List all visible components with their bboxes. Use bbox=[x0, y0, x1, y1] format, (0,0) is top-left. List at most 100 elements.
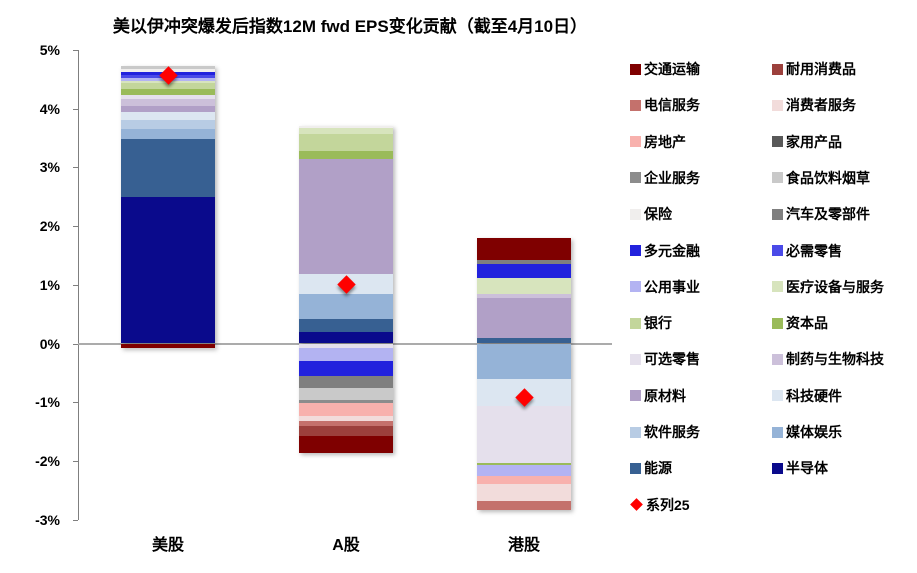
legend-label: 家用产品 bbox=[786, 133, 842, 150]
bar-segment-可选零售 bbox=[121, 95, 215, 99]
legend-label: 科技硬件 bbox=[786, 387, 842, 404]
bar-segment-企业服务 bbox=[299, 399, 393, 403]
bar-segment-交通运输 bbox=[477, 238, 571, 261]
legend-item-家用产品: 家用产品 bbox=[772, 132, 842, 152]
legend-label: 汽车及零部件 bbox=[786, 206, 870, 223]
legend-item-汽车及零部件: 汽车及零部件 bbox=[772, 204, 870, 224]
bar-segment-汽车及零部件 bbox=[477, 260, 571, 265]
bar-segment-原材料 bbox=[121, 105, 215, 112]
bar-segment-可选零售 bbox=[299, 343, 393, 349]
legend-swatch-icon bbox=[772, 462, 783, 474]
bar-segment-可选零售 bbox=[477, 405, 571, 463]
legend-label: 必需零售 bbox=[786, 242, 842, 259]
legend-swatch-icon bbox=[630, 208, 641, 220]
x-axis-label-美股: 美股 bbox=[151, 537, 184, 554]
legend-swatch-icon bbox=[630, 317, 641, 329]
y-axis-tick-label: 5% bbox=[39, 42, 60, 58]
legend-item-半导体: 半导体 bbox=[772, 458, 828, 478]
x-axis-label-A股: A股 bbox=[332, 537, 360, 554]
y-axis-tick bbox=[73, 343, 78, 345]
y-axis-tick bbox=[73, 108, 78, 110]
bar-segment-银行 bbox=[121, 83, 215, 90]
y-axis-line bbox=[78, 50, 79, 520]
y-axis-tick-label: 1% bbox=[39, 276, 60, 293]
bar-segment-电信服务 bbox=[477, 501, 571, 510]
legend-swatch-icon bbox=[772, 172, 783, 184]
plot-area: 5% 4% 3% 2% 1% 0% -1% -2% -3% 美股 A股 港股 bbox=[35, 0, 612, 573]
legend-swatch-icon bbox=[630, 63, 641, 75]
y-axis-tick bbox=[73, 402, 78, 404]
legend-label: 企业服务 bbox=[644, 169, 700, 186]
bar-segment-科技硬件 bbox=[121, 111, 215, 120]
bar-segment-消费者服务 bbox=[299, 415, 393, 421]
bar-segment-制药与生物科技 bbox=[477, 293, 571, 298]
legend-label: 系列25 bbox=[646, 496, 690, 513]
y-axis-tick bbox=[73, 226, 78, 228]
legend-label: 可选零售 bbox=[644, 351, 700, 368]
bar-segment-制药与生物科技 bbox=[121, 98, 215, 106]
bar-segment-资本品 bbox=[121, 89, 215, 96]
bar-segment-食品饮料烟草 bbox=[299, 388, 393, 400]
bar-A股 bbox=[299, 0, 393, 573]
legend-item-银行: 银行 bbox=[630, 313, 672, 333]
bar-segment-媒体娱乐 bbox=[477, 343, 571, 379]
y-axis-tick-label: 3% bbox=[39, 159, 60, 176]
legend-swatch-icon bbox=[772, 426, 783, 438]
bar-segment-半导体 bbox=[121, 197, 215, 344]
legend-item-企业服务: 企业服务 bbox=[630, 168, 700, 188]
legend-swatch-icon bbox=[630, 136, 641, 148]
bar-segment-软件服务 bbox=[121, 119, 215, 129]
legend-swatch-icon bbox=[630, 390, 641, 402]
bar-segment-公用事业 bbox=[299, 348, 393, 362]
bar-segment-公用事业 bbox=[477, 465, 571, 477]
legend-label: 食品饮料烟草 bbox=[786, 169, 870, 186]
legend-item-可选零售: 可选零售 bbox=[630, 349, 700, 369]
legend-swatch-icon bbox=[630, 281, 641, 293]
legend-label: 公用事业 bbox=[644, 278, 700, 295]
legend-item-科技硬件: 科技硬件 bbox=[772, 386, 842, 406]
legend-item-软件服务: 软件服务 bbox=[630, 422, 700, 442]
legend-swatch-icon bbox=[630, 172, 641, 184]
legend-label: 多元金融 bbox=[644, 242, 700, 259]
bar-segment-汽车及零部件 bbox=[299, 376, 393, 389]
bar-segment-房地产 bbox=[477, 476, 571, 485]
legend-label: 半导体 bbox=[786, 460, 828, 477]
legend-item-房地产: 房地产 bbox=[630, 132, 686, 152]
bar-segment-电信服务 bbox=[299, 420, 393, 427]
bar-segment-消费者服务 bbox=[477, 484, 571, 502]
y-axis-tick-label: 2% bbox=[39, 218, 60, 235]
y-axis-tick bbox=[73, 50, 78, 51]
y-axis-tick-label: -3% bbox=[35, 511, 60, 528]
bar-segment-耐用消费品 bbox=[299, 426, 393, 437]
y-axis-tick-label: 4% bbox=[39, 100, 60, 117]
legend-label: 资本品 bbox=[786, 315, 828, 332]
legend-label: 能源 bbox=[644, 460, 672, 477]
legend-label: 媒体娱乐 bbox=[786, 424, 842, 440]
bar-segment-医疗设备与服务 bbox=[299, 128, 393, 134]
legend-label: 软件服务 bbox=[644, 424, 700, 440]
legend-swatch-icon bbox=[772, 208, 783, 220]
legend-swatch-icon bbox=[630, 462, 641, 474]
bar-segment-能源 bbox=[121, 138, 215, 198]
bar-segment-资本品 bbox=[477, 462, 571, 465]
y-axis-tick bbox=[73, 460, 78, 462]
legend-item-系列25: 系列25 bbox=[630, 495, 690, 515]
y-axis-tick bbox=[73, 284, 78, 286]
legend-label: 制药与生物科技 bbox=[786, 351, 884, 368]
y-axis-tick-label: 0% bbox=[39, 335, 60, 352]
bar-segment-保险 bbox=[299, 125, 393, 129]
legend-swatch-icon bbox=[772, 99, 783, 111]
legend-swatch-icon bbox=[630, 99, 641, 111]
legend-item-保险: 保险 bbox=[630, 204, 672, 224]
bar-segment-媒体娱乐 bbox=[299, 294, 393, 319]
y-axis-tick-label: -2% bbox=[35, 452, 60, 469]
bar-segment-原材料 bbox=[299, 159, 393, 275]
legend-item-食品饮料烟草: 食品饮料烟草 bbox=[772, 168, 870, 188]
legend-swatch-icon bbox=[630, 245, 641, 256]
legend-item-能源: 能源 bbox=[630, 458, 672, 478]
x-axis-label-港股: 港股 bbox=[507, 537, 540, 554]
legend-label: 电信服务 bbox=[644, 97, 700, 114]
legend-swatch-icon bbox=[772, 136, 783, 148]
bar-segment-交通运输 bbox=[121, 343, 215, 349]
